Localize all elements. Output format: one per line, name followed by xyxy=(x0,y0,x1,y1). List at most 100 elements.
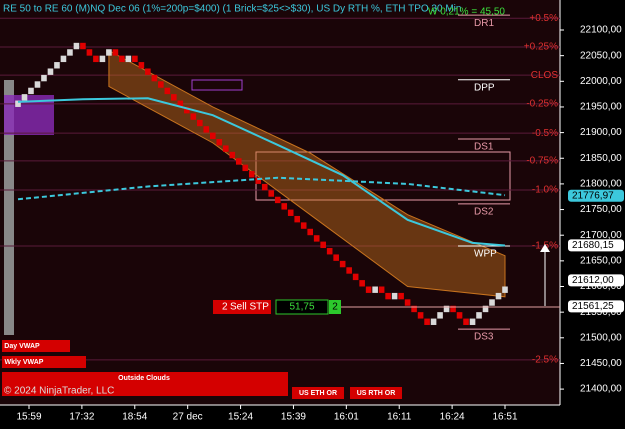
x-tick-label: 16:24 xyxy=(440,412,465,423)
brick xyxy=(294,215,301,223)
button[interactable] xyxy=(2,356,86,368)
brick xyxy=(41,74,47,82)
brick xyxy=(99,55,106,63)
pct-level-label: -2.5% xyxy=(532,354,558,365)
y-tick-label: 21750,00 xyxy=(580,204,622,215)
brick xyxy=(326,248,333,255)
button[interactable] xyxy=(2,340,70,352)
y-tick-label: 21450,00 xyxy=(580,358,622,369)
y-tick-label: 21700,00 xyxy=(580,230,622,241)
brick xyxy=(54,62,60,69)
brick xyxy=(242,164,249,172)
brick xyxy=(73,42,80,50)
brick xyxy=(15,100,21,107)
brick xyxy=(352,273,359,281)
range-box xyxy=(255,151,511,201)
brick xyxy=(171,94,177,101)
brick xyxy=(313,235,320,242)
brick xyxy=(34,81,41,88)
button-label: Wkly VWAP xyxy=(5,359,44,366)
pct-level-label: -1.0% xyxy=(532,185,558,196)
brick xyxy=(80,42,86,50)
brick xyxy=(132,55,138,63)
level-label: WPP xyxy=(474,249,497,260)
y-tick-label: 21800,00 xyxy=(580,179,622,190)
brick xyxy=(404,299,411,306)
price-marker-label: 21776,97 xyxy=(572,190,614,201)
brick xyxy=(378,286,385,293)
brick xyxy=(158,81,164,88)
y-tick-label: 22000,00 xyxy=(580,76,622,87)
brick xyxy=(502,286,508,293)
price-marker-label: 21612,00 xyxy=(572,275,614,286)
price-marker xyxy=(568,239,624,252)
x-tick-label: 15:59 xyxy=(16,412,41,423)
brick xyxy=(210,132,216,140)
arrow-head xyxy=(540,244,550,252)
brick xyxy=(184,106,190,114)
brick xyxy=(339,260,346,268)
y-tick-label: 21600,00 xyxy=(580,281,622,292)
brick xyxy=(190,113,197,120)
brick xyxy=(287,209,294,216)
brick xyxy=(60,55,67,63)
brick xyxy=(411,305,417,313)
brick xyxy=(229,151,236,159)
y-tick-label: 21850,00 xyxy=(580,153,622,164)
y-tick-label: 21900,00 xyxy=(580,127,622,138)
order-action: Sell STP xyxy=(230,302,269,313)
brick xyxy=(469,318,476,325)
brick xyxy=(67,49,73,56)
brick xyxy=(482,305,489,313)
pct-level-label: -0.25% xyxy=(526,99,558,110)
brick xyxy=(47,68,54,75)
x-tick-label: 15:39 xyxy=(281,412,306,423)
brick xyxy=(320,241,326,249)
level-label: DR1 xyxy=(474,18,494,29)
stat: W 0,21% = 45,50 xyxy=(428,7,505,18)
brick xyxy=(235,158,242,165)
button-label: US ETH OR xyxy=(299,390,337,397)
button[interactable] xyxy=(2,372,288,396)
pct-level-label: +0.5% xyxy=(529,13,558,24)
brick xyxy=(463,318,469,325)
button[interactable] xyxy=(350,387,402,399)
x-tick-label: 17:32 xyxy=(69,412,94,423)
button[interactable] xyxy=(292,387,344,399)
y-tick-label: 21500,00 xyxy=(580,332,622,343)
profile-bar xyxy=(4,80,14,335)
order-count: 2 xyxy=(332,302,338,313)
brick xyxy=(365,286,372,293)
order-button[interactable] xyxy=(213,300,271,314)
brick xyxy=(437,312,443,319)
brick xyxy=(385,292,391,300)
price-marker xyxy=(568,189,624,202)
brick xyxy=(372,286,378,293)
line xyxy=(17,176,506,201)
y-tick-label: 22100,00 xyxy=(580,25,622,36)
y-tick-label: 22050,00 xyxy=(580,50,622,61)
brick xyxy=(222,145,229,152)
price-marker xyxy=(568,274,624,287)
x-tick-label: 16:11 xyxy=(387,412,412,423)
brick xyxy=(489,299,495,306)
level-label: DS3 xyxy=(474,332,494,343)
pct-level-label: -0.75% xyxy=(526,155,558,166)
brick xyxy=(274,196,281,204)
brick xyxy=(430,318,437,325)
brick xyxy=(450,305,456,313)
button-label: Outside Clouds xyxy=(118,375,170,382)
order-count-box[interactable] xyxy=(329,300,341,314)
brick xyxy=(443,305,450,313)
brick xyxy=(177,100,184,107)
brick xyxy=(456,312,463,319)
pct-level-label: CLOS xyxy=(531,70,559,81)
brick xyxy=(203,126,210,133)
brick xyxy=(398,292,404,300)
range-box xyxy=(191,79,243,91)
chart-title: RE 50 to RE 60 (M)NQ Dec 06 (1%=200p=$40… xyxy=(3,4,461,15)
cloud xyxy=(108,49,506,298)
brick xyxy=(119,55,125,63)
level-label: DPP xyxy=(474,82,495,93)
brick xyxy=(333,254,339,261)
